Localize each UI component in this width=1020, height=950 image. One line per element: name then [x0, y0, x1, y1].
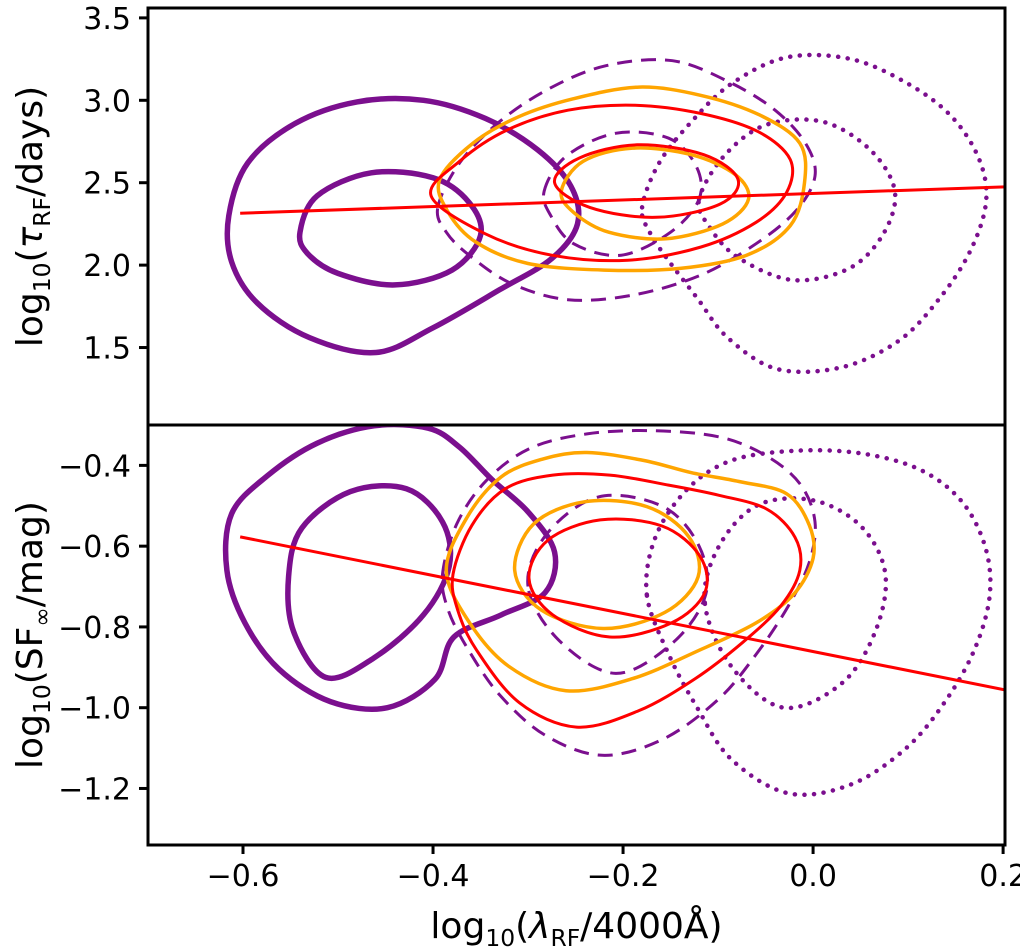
purple-dotted-inner-contour [696, 117, 898, 283]
purple-dashed-outer-contour [435, 58, 817, 302]
sf-inf-panel-frame [146, 423, 1007, 847]
y-tick-label: −1.0 [58, 692, 131, 727]
red-solid-outer-contour [429, 103, 795, 263]
red-solid-inner-contour [527, 517, 709, 639]
y-tick-label: −0.8 [58, 611, 131, 646]
x-axis-label: log10(λRF/4000Å) [430, 904, 722, 950]
red-solid-outer-contour [450, 472, 803, 729]
y-tick-label: 2.0 [83, 249, 131, 284]
red-solid-inner-contour [553, 143, 741, 219]
x-tick-label: −0.6 [207, 859, 280, 894]
sf-inf-panel-plot-area [222, 425, 1005, 798]
purple-dotted-outer-contour [644, 447, 993, 798]
purple-dotted-inner-contour [702, 496, 889, 711]
red-fit-line-bottom [239, 535, 1005, 692]
x-tick-label: −0.2 [587, 859, 660, 894]
orange-solid-inner-contour [559, 146, 751, 241]
x-tick-label: 0.0 [789, 859, 837, 894]
orange-solid-inner-contour [512, 498, 702, 631]
tau-rf-panel-y-axis-label: log10(τRF/days) [10, 86, 56, 347]
x-tick-label: −0.4 [397, 859, 470, 894]
purple-dotted-outer-contour [639, 52, 989, 375]
y-tick-label: 2.5 [83, 167, 131, 202]
purple-solid-thick-inner-contour [296, 168, 484, 288]
y-tick-label: −1.2 [58, 772, 131, 807]
purple-solid-thick-inner-contour [285, 483, 454, 682]
y-tick-label: 3.0 [83, 84, 131, 119]
orange-solid-outer-contour [436, 85, 808, 273]
y-tick-label: −0.6 [58, 530, 131, 565]
x-tick-label: 0.2 [979, 859, 1020, 894]
y-tick-label: −0.4 [58, 449, 131, 484]
y-tick-label: 3.5 [83, 2, 131, 37]
sf-inf-panel-y-axis-label: log10(SF∞/mag) [10, 501, 56, 769]
tau-rf-panel-plot-area [224, 52, 1005, 375]
y-tick-label: 1.5 [83, 332, 131, 367]
red-fit-line-top [240, 185, 1005, 215]
orange-solid-outer-contour [444, 450, 816, 693]
purple-dashed-outer-contour [440, 429, 817, 757]
purple-solid-thick-outer-contour [224, 95, 582, 356]
